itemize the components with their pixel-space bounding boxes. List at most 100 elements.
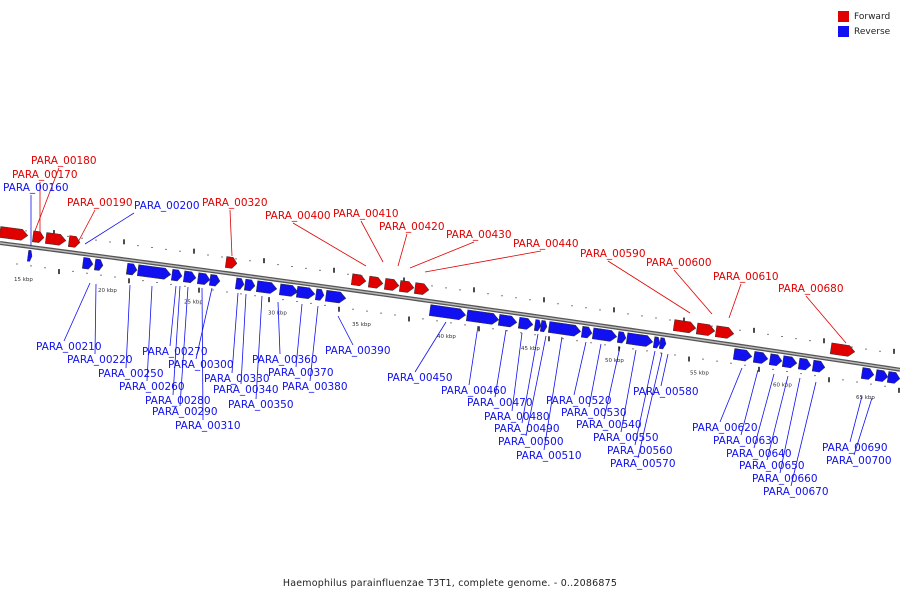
gene-label-para-00640: PARA_00640 [726, 448, 792, 460]
gene-label-para-00380: PARA_00380 [282, 381, 348, 393]
scale-tick-label: 35 kbp [352, 322, 371, 328]
gene-label-para-00460: PARA_00460 [441, 385, 507, 397]
leader-line [414, 321, 447, 373]
leader-line [75, 209, 96, 247]
leader-line [673, 269, 713, 315]
caption: Haemophilus parainfluenzae T3T1, complet… [282, 578, 618, 589]
leader-line [201, 287, 204, 421]
reverse-gene-arrow [27, 249, 33, 262]
forward-gene-arrow [32, 230, 45, 243]
gene-label-para-00270: PARA_00270 [142, 346, 208, 358]
reverse-gene-arrow [234, 277, 245, 290]
gene-label-para-00400: PARA_00400 [265, 210, 331, 222]
reverse-gene-arrow [874, 369, 889, 382]
reverse-gene-arrow [255, 280, 278, 294]
leader-line [295, 303, 303, 368]
forward-gene-arrow [0, 226, 29, 241]
reverse-gene-arrow [278, 283, 299, 297]
leader-line [753, 373, 775, 449]
leader-line [32, 167, 60, 237]
reverse-gene-arrow [658, 337, 667, 350]
leader-line [179, 286, 189, 407]
forward-gene-arrow [829, 342, 856, 357]
gene-label-para-00520: PARA_00520 [546, 395, 612, 407]
forward-gene-arrow [714, 325, 735, 339]
reverse-gene-arrow [625, 332, 654, 347]
gene-label-para-00650: PARA_00650 [739, 460, 805, 472]
leader-line [740, 369, 759, 436]
gene-label-para-00560: PARA_00560 [607, 445, 673, 457]
leader-line [94, 283, 97, 355]
gene-label-para-00680: PARA_00680 [778, 283, 844, 295]
leader-line [573, 341, 587, 396]
scale-tick-label: 60 kbp [773, 383, 792, 389]
scale-tick-label: 20 kbp [98, 288, 117, 294]
leader-line [511, 332, 523, 412]
reverse-gene-arrow [768, 353, 783, 366]
leader-line [634, 350, 656, 446]
scale-tick-label: 40 kbp [437, 334, 456, 340]
forward-gene-arrow [398, 280, 415, 293]
leader-line [146, 285, 153, 382]
leader-line [525, 335, 547, 437]
leader-line [277, 301, 281, 355]
gene-label-para-00260: PARA_00260 [119, 381, 185, 393]
leader-line [292, 222, 367, 267]
reverse-gene-arrow [136, 264, 172, 280]
gene-label-para-00580: PARA_00580 [633, 386, 699, 398]
leader-line [409, 241, 475, 269]
gene-label-para-00190: PARA_00190 [67, 197, 133, 209]
leader-line [805, 295, 847, 344]
reverse-gene-arrow [580, 325, 593, 339]
leader-line [255, 295, 263, 400]
reverse-gene-arrow [533, 319, 542, 332]
gene-label-para-00700: PARA_00700 [826, 455, 892, 467]
leader-line [607, 260, 691, 314]
gene-label-para-00420: PARA_00420 [379, 221, 445, 233]
gene-label-para-00310: PARA_00310 [175, 420, 241, 432]
gene-label-para-00670: PARA_00670 [763, 486, 829, 498]
leader-line [468, 325, 479, 386]
leader-line [125, 284, 131, 369]
gene-label-para-00540: PARA_00540 [576, 419, 642, 431]
reverse-gene-arrow [547, 321, 582, 337]
reverse-gene-arrow [208, 274, 221, 287]
forward-swatch [838, 11, 849, 22]
scale-tick-label: 45 kbp [521, 346, 540, 352]
gene-label-para-00300: PARA_00300 [168, 359, 234, 371]
leader-line [195, 287, 213, 360]
gene-label-para-00340: PARA_00340 [213, 384, 279, 396]
leader-line [84, 212, 135, 245]
reverse-gene-arrow [497, 314, 518, 328]
gene-label-para-00480: PARA_00480 [484, 411, 550, 423]
reverse-swatch [838, 26, 849, 37]
gene-label-para-00620: PARA_00620 [692, 422, 758, 434]
reverse-gene-arrow [81, 257, 94, 270]
leader-line [660, 353, 669, 387]
leader-line [766, 375, 789, 461]
gene-label-para-00330: PARA_00330 [204, 373, 270, 385]
gene-label-para-00570: PARA_00570 [610, 458, 676, 470]
gene-label-para-00210: PARA_00210 [36, 341, 102, 353]
scale-tick-label: 65 kbp [856, 395, 875, 401]
leader-line [603, 346, 621, 420]
gene-label-para-00350: PARA_00350 [228, 399, 294, 411]
reverse-gene-arrow [243, 278, 256, 292]
gene-label-para-00690: PARA_00690 [822, 442, 888, 454]
gene-label-para-00250: PARA_00250 [98, 368, 164, 380]
leader-line [620, 349, 637, 433]
gene-label-para-00290: PARA_00290 [152, 406, 218, 418]
forward-gene-arrow [672, 319, 697, 334]
leader-line [494, 329, 507, 398]
reverse-gene-arrow [591, 327, 618, 342]
gene-label-para-00550: PARA_00550 [593, 432, 659, 444]
reverse-gene-arrow [125, 262, 138, 276]
leader-line [728, 283, 742, 319]
scale-tick-label: 55 kbp [690, 370, 709, 376]
legend-forward: Forward [838, 9, 890, 24]
reverse-gene-arrow [517, 316, 534, 330]
forward-gene-arrow [413, 282, 430, 295]
gene-label-para-00160: PARA_00160 [3, 182, 69, 194]
